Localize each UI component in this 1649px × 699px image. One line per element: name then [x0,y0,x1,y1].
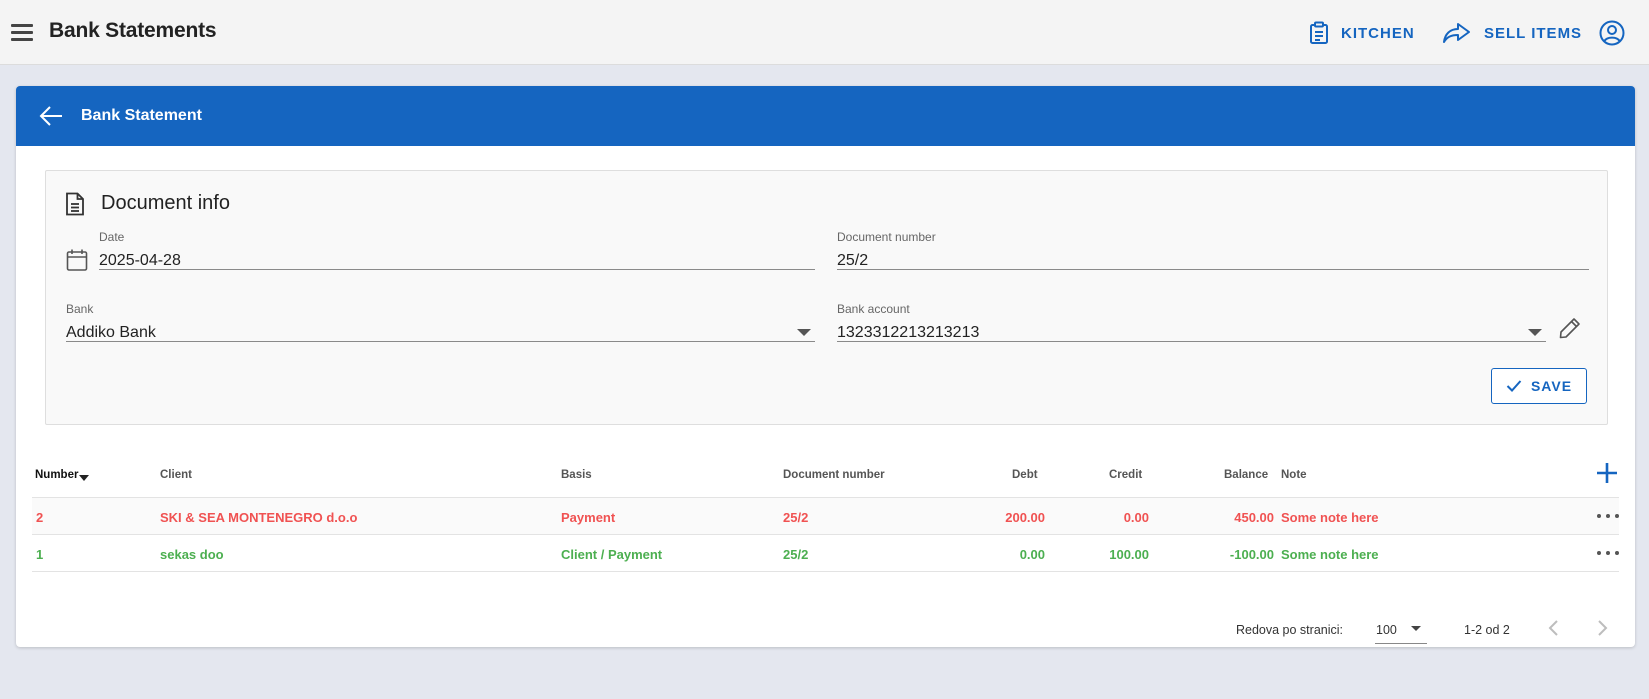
date-field[interactable]: Date 2025-04-28 [99,230,815,270]
column-header-basis[interactable]: Basis [561,469,592,481]
document-number-value: 25/2 [837,252,869,269]
cell-client: sekas doo [160,547,224,562]
sell-items-button[interactable]: SELL ITEMS [1442,18,1582,48]
document-info-title: Document info [101,192,230,214]
cell-balance: -100.00 [1229,547,1274,562]
cell-credit: 0.00 [1123,510,1149,525]
pencil-icon[interactable] [1558,316,1582,340]
dropdown-arrow-icon[interactable] [797,329,811,336]
account-circle-icon[interactable] [1599,20,1625,46]
cell-note: Some note here [1281,510,1379,525]
bank-account-select[interactable]: Bank account 1323312213213213 [837,302,1546,342]
chevron-right-icon[interactable] [1594,619,1610,637]
cell-balance: 450.00 [1234,510,1274,525]
arrow-back-icon[interactable] [38,103,64,129]
column-header-number[interactable]: Number [35,469,90,481]
table-row[interactable]: 2 SKI & SEA MONTENEGRO d.o.o Payment 25/… [32,498,1619,535]
chevron-left-icon[interactable] [1546,619,1562,637]
save-button[interactable]: SAVE [1491,368,1587,404]
date-label: Date [99,230,125,244]
more-horizontal-icon[interactable] [1597,509,1619,523]
column-header-document-number[interactable]: Document number [783,469,885,481]
check-icon [1506,380,1522,392]
page-title: Bank Statements [49,19,217,42]
bank-value: Addiko Bank [66,324,156,341]
column-header-note[interactable]: Note [1281,469,1307,481]
cell-number: 1 [36,547,44,562]
cell-credit: 100.00 [1109,547,1149,562]
pagination: Redova po stranici: 100 1-2 od 2 [32,611,1619,647]
cell-client: SKI & SEA MONTENEGRO d.o.o [160,510,358,525]
cell-basis: Payment [561,510,616,525]
dropdown-arrow-icon[interactable] [1528,329,1542,336]
cell-document-number: 25/2 [783,547,809,562]
add-icon[interactable] [1595,461,1619,485]
card-header: Bank Statement [16,86,1635,146]
clipboard-icon [1310,21,1328,44]
save-label: SAVE [1530,378,1573,394]
rows-per-page-label: Redova po stranici: [1236,623,1344,637]
statement-table: Number Client Basis Document number Debt… [32,452,1619,644]
cell-number: 2 [36,510,44,525]
cell-basis: Client / Payment [561,547,663,562]
cell-debt: 0.00 [1019,547,1045,562]
column-header-client[interactable]: Client [160,469,192,481]
rows-per-page-value: 100 [1376,623,1397,637]
column-header-debt[interactable]: Debt [1012,469,1038,481]
kitchen-label: KITCHEN [1341,24,1415,42]
table-header: Number Client Basis Document number Debt… [32,452,1619,498]
bank-statement-card: Bank Statement Document info Date 2025-0… [16,86,1635,647]
table-row[interactable]: 1 sekas doo Client / Payment 25/2 0.00 1… [32,535,1619,572]
column-header-credit[interactable]: Credit [1109,469,1143,481]
sort-desc-icon [79,475,90,481]
bank-select[interactable]: Bank Addiko Bank [66,302,815,342]
rows-per-page-select[interactable]: 100 [1375,611,1427,644]
cell-debt: 200.00 [1005,510,1045,525]
cell-document-number: 25/2 [783,510,809,525]
app-bar: Bank Statements KITCHEN SELL ITEMS [0,0,1649,65]
menu-icon[interactable] [11,20,35,46]
more-horizontal-icon[interactable] [1597,546,1619,560]
kitchen-button[interactable]: KITCHEN [1309,18,1415,48]
column-header-balance[interactable]: Balance [1224,469,1269,481]
bank-label: Bank [66,302,94,316]
share-arrow-icon [1443,23,1470,43]
card-title: Bank Statement [81,107,202,124]
date-value: 2025-04-28 [99,252,181,269]
page-range: 1-2 od 2 [1464,623,1510,637]
dropdown-arrow-icon [1411,626,1421,631]
bank-account-value: 1323312213213213 [837,324,980,341]
document-info-panel: Document info Date 2025-04-28 Document n… [45,170,1608,425]
bank-account-label: Bank account [837,302,910,316]
sell-items-label: SELL ITEMS [1484,24,1583,42]
cell-note: Some note here [1281,547,1379,562]
calendar-icon[interactable] [66,248,88,272]
document-number-field[interactable]: Document number 25/2 [837,230,1589,270]
document-number-label: Document number [837,230,936,244]
document-icon [66,192,84,216]
